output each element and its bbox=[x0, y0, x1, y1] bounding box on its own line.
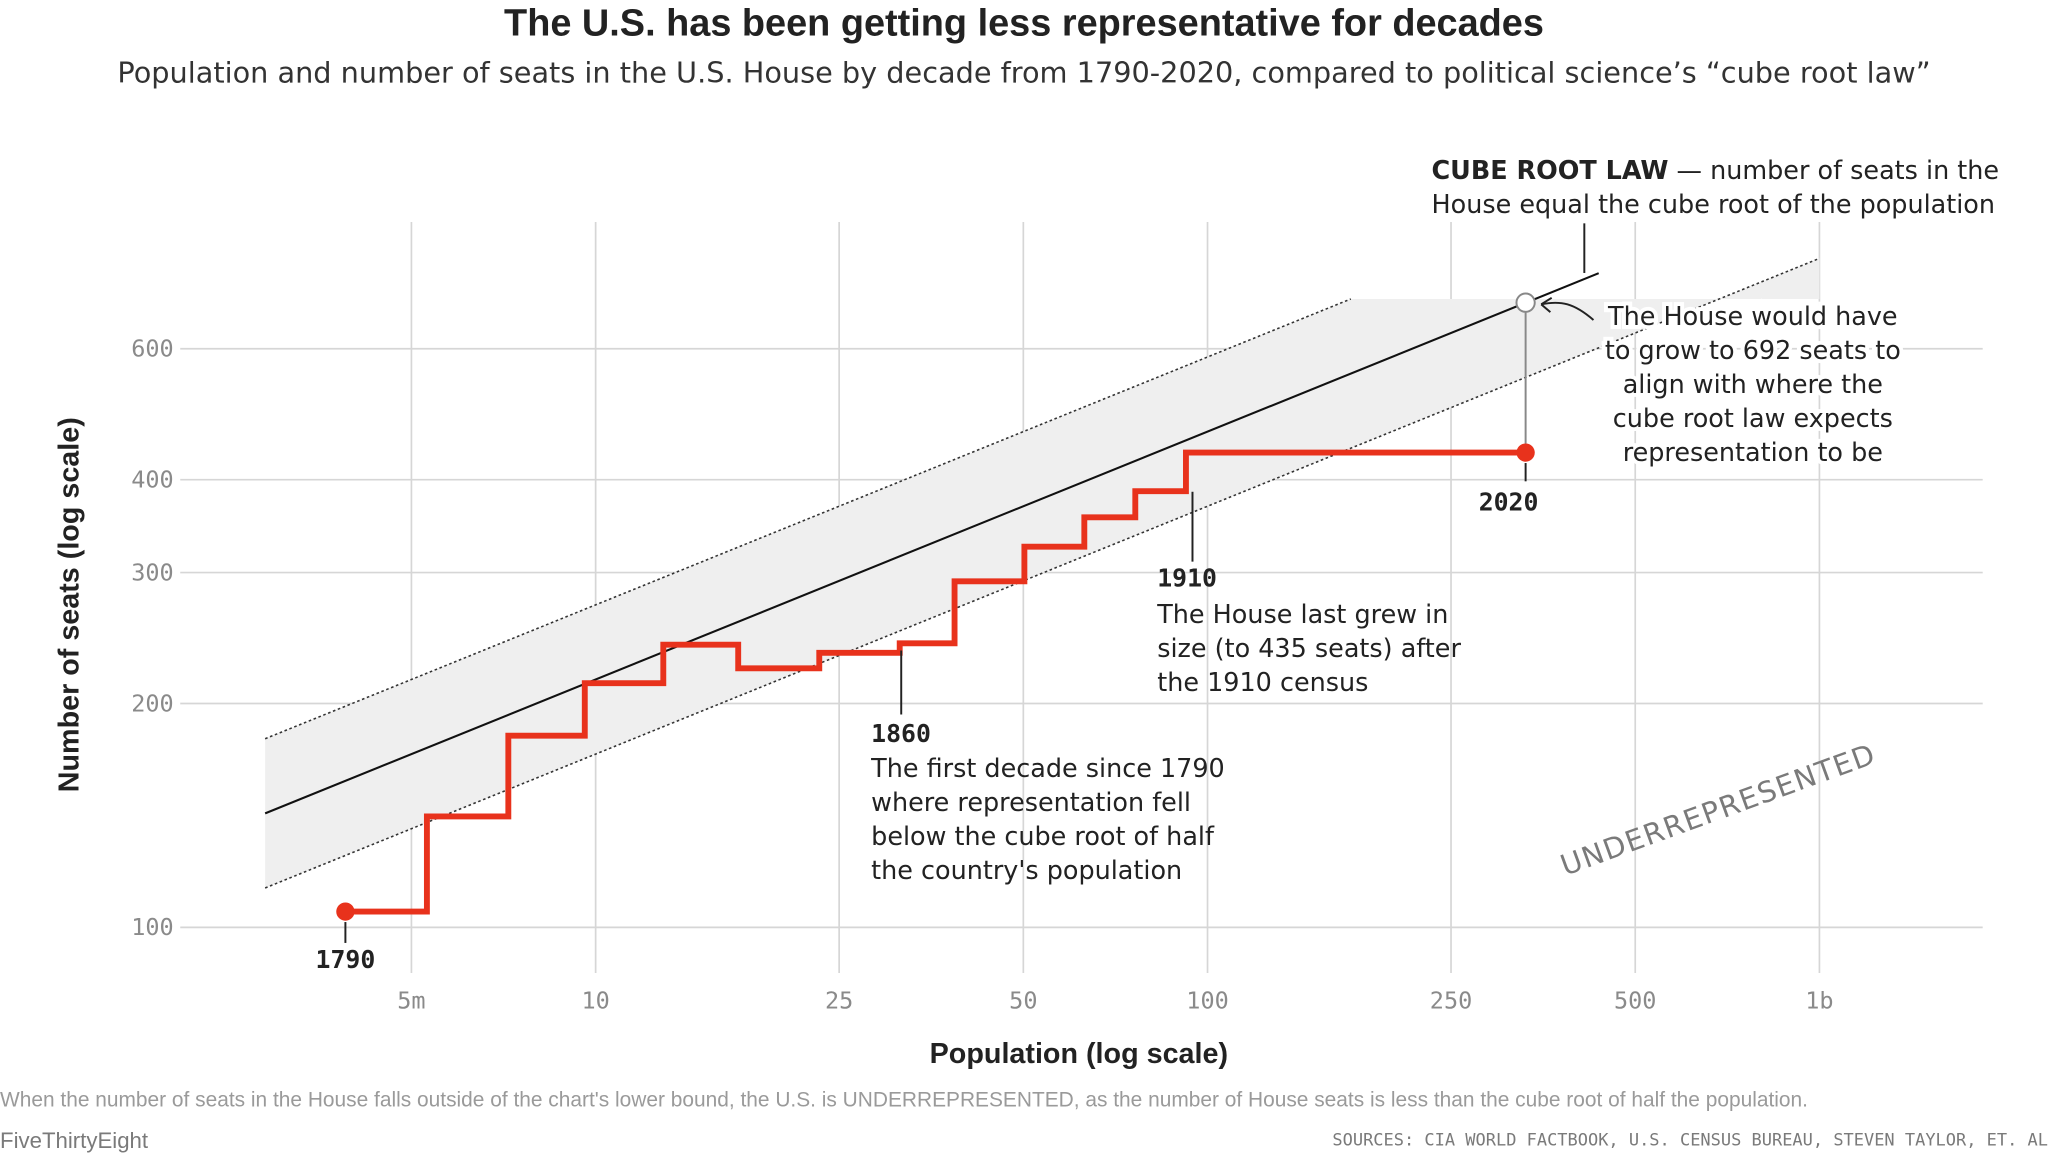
x-tick-label: 100 bbox=[1186, 986, 1228, 1014]
target-annotation-line: to grow to 692 seats to bbox=[1605, 336, 1901, 366]
point-2020 bbox=[1516, 443, 1535, 462]
label-1910-text: The House last grew in bbox=[1156, 600, 1448, 630]
label-1910-year: 1910 bbox=[1157, 563, 1217, 592]
point-692-target bbox=[1515, 292, 1536, 313]
label-1860-text: the country's population bbox=[871, 856, 1182, 886]
point-1790 bbox=[336, 902, 355, 921]
x-tick-label: 5m bbox=[397, 986, 425, 1014]
chart-title: The U.S. has been getting less represent… bbox=[504, 2, 1544, 45]
x-tick-label: 25 bbox=[825, 986, 853, 1014]
y-axis-label: Number of seats (log scale) bbox=[53, 417, 85, 792]
x-tick-label: 1b bbox=[1805, 986, 1833, 1014]
target-annotation-line: representation to be bbox=[1623, 438, 1883, 468]
x-tick-label: 500 bbox=[1614, 986, 1656, 1014]
footnote: When the number of seats in the House fa… bbox=[0, 1089, 1808, 1112]
x-axis-label: Population (log scale) bbox=[930, 1038, 1228, 1070]
y-tick-label: 200 bbox=[131, 689, 173, 717]
band-upper-edge bbox=[264, 298, 1352, 740]
target-arrowhead bbox=[1540, 296, 1553, 313]
target-arrow bbox=[1541, 301, 1595, 321]
cube-root-label: CUBE ROOT LAW — number of seats in the bbox=[1432, 156, 2000, 186]
label-1860-text: below the cube root of half bbox=[871, 822, 1215, 852]
cube-root-law-line bbox=[264, 272, 1600, 815]
label-2020: 2020 bbox=[1479, 488, 1539, 517]
underrepresented-label: UNDERREPRESENTED bbox=[1556, 737, 1880, 883]
label-1910-text: the 1910 census bbox=[1157, 668, 1368, 698]
label-1860-text: The first decade since 1790 bbox=[870, 754, 1225, 784]
sources-label: SOURCES: CIA WORLD FACTBOOK, U.S. CENSUS… bbox=[1332, 1131, 2048, 1151]
chart-subtitle: Population and number of seats in the U.… bbox=[117, 57, 1931, 91]
target-annotation: The House would have to grow to 692 seats… bbox=[1601, 298, 1905, 472]
label-1860-text: where representation fell bbox=[871, 788, 1191, 818]
y-tick-label: 400 bbox=[131, 466, 173, 494]
target-annotation-line: align with where the bbox=[1623, 370, 1883, 400]
cube-root-label-bold: CUBE ROOT LAW bbox=[1432, 156, 1669, 186]
label-1790: 1790 bbox=[316, 945, 376, 974]
y-tick-label: 600 bbox=[131, 335, 173, 363]
cube-root-label-rest: — number of seats in the bbox=[1668, 156, 1999, 186]
label-1910-text: size (to 435 seats) after bbox=[1157, 634, 1461, 664]
target-annotation-line: cube root law expects bbox=[1613, 404, 1893, 434]
band-lower-edge bbox=[264, 257, 1820, 889]
x-tick-label: 10 bbox=[581, 986, 609, 1014]
brand-label: FiveThirtyEight bbox=[0, 1128, 149, 1154]
y-tick-label: 300 bbox=[131, 558, 173, 586]
seats-step-line bbox=[345, 449, 1526, 915]
x-tick-label: 50 bbox=[1009, 986, 1037, 1014]
target-annotation-line: The House would have bbox=[1607, 302, 1898, 332]
cube-root-label-line2: House equal the cube root of the populat… bbox=[1432, 190, 1996, 220]
x-tick-label: 250 bbox=[1430, 986, 1472, 1014]
label-1860-year: 1860 bbox=[871, 719, 931, 748]
y-tick-label: 100 bbox=[131, 913, 173, 941]
